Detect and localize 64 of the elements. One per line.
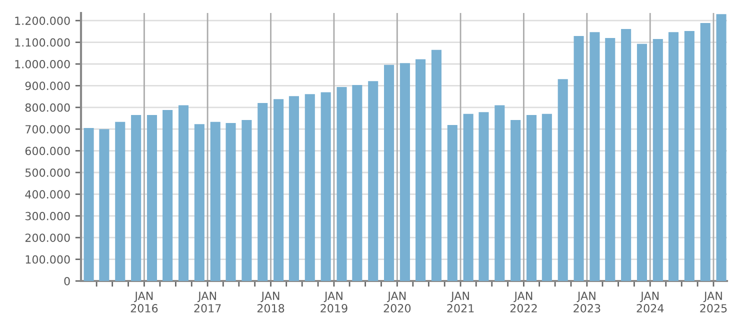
bar bbox=[352, 85, 362, 281]
bar bbox=[526, 114, 537, 281]
bar bbox=[162, 110, 173, 281]
bar bbox=[700, 22, 710, 281]
bar bbox=[636, 44, 648, 281]
y-tick-label: 800.000 bbox=[25, 103, 70, 112]
bar bbox=[447, 124, 458, 281]
y-tick-label: 300.000 bbox=[25, 212, 70, 220]
bar bbox=[416, 59, 426, 281]
y-tick-label: 100.000 bbox=[26, 255, 70, 264]
bar bbox=[131, 114, 142, 281]
bar bbox=[384, 64, 394, 281]
bar bbox=[274, 99, 284, 281]
y-tick-label: 1.000.000 bbox=[15, 60, 70, 68]
x-tick-label: JAN 2016 bbox=[130, 292, 158, 312]
bar bbox=[210, 122, 220, 281]
y-tick-label: 0 bbox=[64, 276, 70, 286]
bar bbox=[463, 114, 474, 281]
bar bbox=[431, 50, 442, 281]
bar bbox=[242, 120, 252, 281]
y-tick-label: 700.000 bbox=[26, 125, 70, 134]
x-tick-label: JAN 2025 bbox=[700, 292, 727, 312]
x-tick-label: JAN 2019 bbox=[320, 292, 348, 312]
bar bbox=[542, 114, 552, 281]
bar bbox=[668, 32, 679, 281]
bar bbox=[226, 123, 236, 281]
x-tick-label: JAN 2022 bbox=[510, 292, 537, 312]
bar bbox=[258, 103, 268, 281]
bar bbox=[684, 31, 694, 281]
y-tick-label: 400.000 bbox=[25, 190, 70, 199]
bar bbox=[84, 128, 94, 281]
bar bbox=[716, 14, 726, 281]
bar bbox=[574, 36, 584, 281]
x-tick-label: JAN 2017 bbox=[194, 292, 221, 312]
y-tick-label: 900.000 bbox=[25, 82, 70, 90]
x-tick-label: JAN 2018 bbox=[257, 292, 284, 312]
bar bbox=[115, 122, 126, 281]
x-tick-label: JAN 2024 bbox=[636, 292, 664, 312]
bar bbox=[400, 63, 410, 281]
bar bbox=[288, 96, 299, 281]
bar bbox=[510, 120, 521, 281]
y-tick-label: 600.000 bbox=[25, 146, 70, 156]
bar bbox=[336, 87, 347, 281]
bar bbox=[146, 114, 158, 281]
x-tick-label: JAN 2023 bbox=[574, 292, 600, 312]
bar bbox=[194, 124, 204, 281]
bar bbox=[368, 81, 378, 281]
x-tick-label: JAN 2020 bbox=[384, 292, 411, 312]
bar bbox=[304, 94, 315, 281]
bar bbox=[621, 29, 632, 281]
bar bbox=[178, 105, 189, 281]
bar bbox=[605, 38, 616, 281]
bar bbox=[494, 105, 505, 281]
bar bbox=[558, 79, 568, 281]
y-tick-label: 1.200.000 bbox=[15, 16, 70, 25]
bar bbox=[99, 129, 110, 281]
y-tick-label: 1.100.000 bbox=[15, 38, 70, 47]
bar bbox=[478, 112, 489, 281]
x-tick-label: JAN 2021 bbox=[447, 292, 474, 312]
bar bbox=[652, 39, 663, 281]
bar bbox=[320, 92, 331, 281]
y-tick-label: 200.000 bbox=[25, 234, 70, 242]
bar bbox=[590, 32, 600, 281]
y-tick-label: 500.000 bbox=[25, 168, 70, 177]
